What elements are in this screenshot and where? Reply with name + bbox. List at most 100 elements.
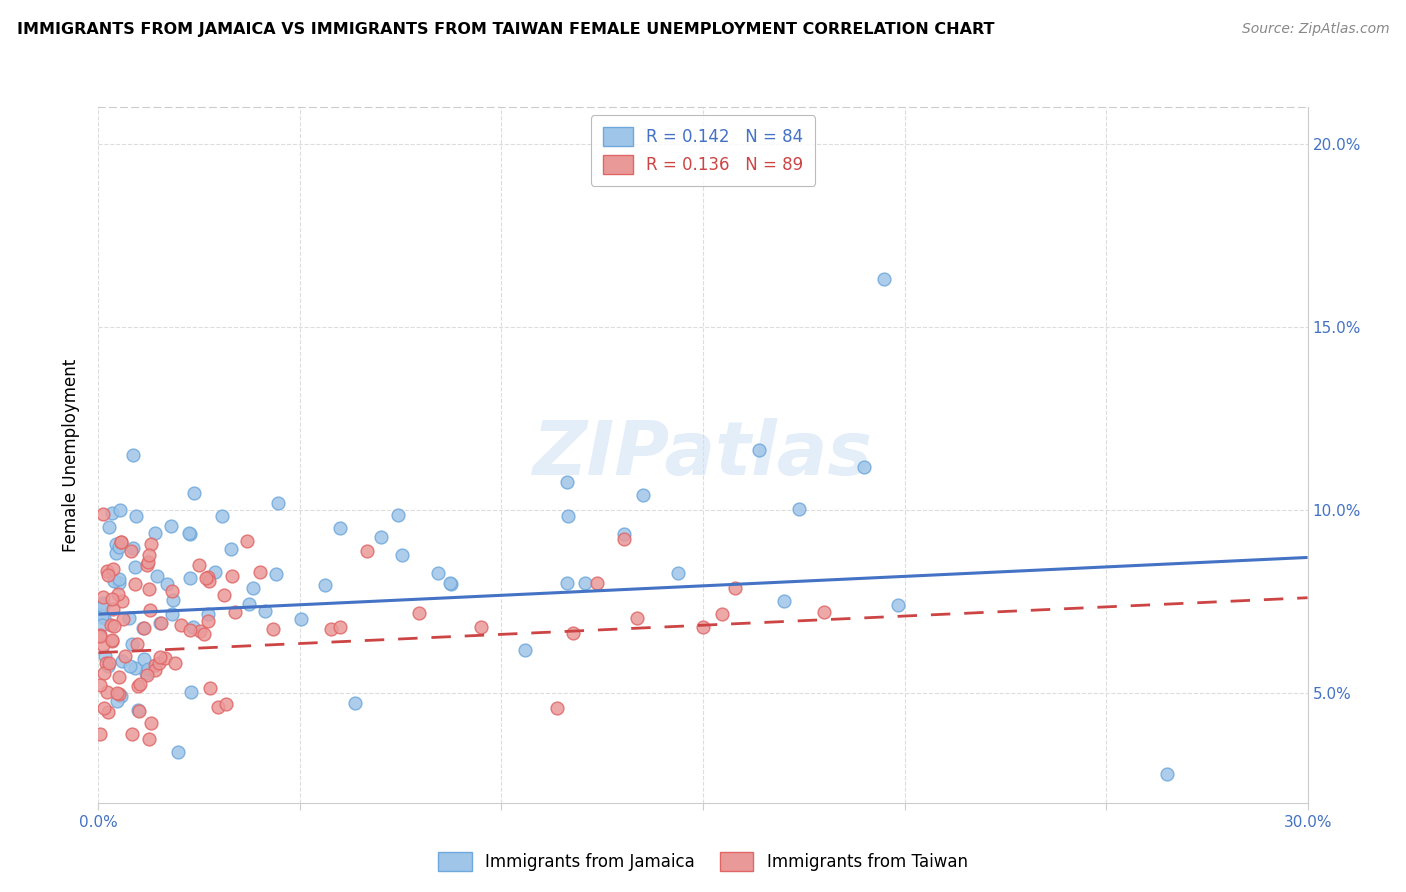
Point bbox=[221, 568, 243, 582]
Point bbox=[117, 611, 139, 625]
Point bbox=[110, 689, 132, 703]
Point bbox=[101, 602, 124, 616]
Point bbox=[211, 508, 233, 523]
Point bbox=[121, 727, 143, 741]
Point bbox=[132, 622, 155, 636]
Point bbox=[114, 648, 136, 663]
Point bbox=[188, 558, 211, 572]
Point bbox=[101, 634, 124, 648]
Point bbox=[470, 620, 492, 634]
Point bbox=[329, 620, 352, 634]
Point bbox=[212, 588, 235, 602]
Point bbox=[148, 656, 170, 670]
Point bbox=[555, 576, 578, 591]
Point bbox=[149, 650, 172, 665]
Point bbox=[387, 508, 409, 523]
Point bbox=[546, 701, 568, 715]
Point bbox=[135, 666, 157, 681]
Point bbox=[613, 532, 636, 546]
Point bbox=[91, 618, 114, 632]
Point bbox=[710, 607, 733, 622]
Point bbox=[107, 687, 129, 701]
Point bbox=[122, 541, 145, 555]
Point bbox=[219, 541, 242, 556]
Point bbox=[134, 652, 156, 666]
Point bbox=[887, 598, 910, 612]
Point bbox=[179, 623, 201, 637]
Point bbox=[773, 593, 796, 607]
Point bbox=[136, 555, 159, 569]
Point bbox=[104, 537, 127, 551]
Point bbox=[135, 558, 157, 572]
Point bbox=[103, 619, 125, 633]
Point bbox=[120, 659, 142, 673]
Point bbox=[145, 526, 167, 541]
Point bbox=[162, 592, 184, 607]
Point bbox=[97, 568, 120, 582]
Point bbox=[138, 731, 160, 746]
Point bbox=[124, 577, 146, 591]
Point bbox=[177, 526, 200, 541]
Point bbox=[143, 663, 166, 677]
Point bbox=[1156, 766, 1178, 780]
Point bbox=[103, 574, 125, 588]
Point bbox=[169, 618, 191, 632]
Point bbox=[253, 603, 276, 617]
Point bbox=[319, 622, 342, 636]
Point bbox=[249, 565, 271, 579]
Point bbox=[127, 703, 149, 717]
Point bbox=[139, 537, 162, 551]
Point bbox=[183, 486, 205, 500]
Point bbox=[264, 567, 287, 582]
Point bbox=[813, 606, 835, 620]
Point bbox=[149, 615, 172, 630]
Point bbox=[108, 670, 131, 684]
Point bbox=[94, 649, 117, 664]
Point bbox=[197, 614, 219, 628]
Point bbox=[156, 577, 179, 591]
Point bbox=[370, 530, 392, 544]
Point bbox=[181, 620, 204, 634]
Point bbox=[262, 622, 284, 636]
Point bbox=[121, 637, 143, 651]
Point bbox=[852, 460, 875, 475]
Point bbox=[139, 716, 162, 731]
Point bbox=[197, 570, 219, 584]
Point bbox=[96, 565, 118, 579]
Point bbox=[692, 620, 714, 634]
Point bbox=[124, 661, 146, 675]
Point bbox=[586, 575, 609, 590]
Point bbox=[125, 637, 148, 651]
Point bbox=[198, 574, 221, 588]
Point bbox=[110, 535, 132, 549]
Point bbox=[125, 508, 148, 523]
Point bbox=[215, 697, 238, 711]
Point bbox=[104, 546, 127, 560]
Point bbox=[391, 548, 413, 562]
Point bbox=[193, 627, 215, 641]
Point bbox=[135, 668, 157, 682]
Point bbox=[111, 654, 134, 668]
Point bbox=[138, 548, 160, 562]
Point bbox=[97, 656, 120, 670]
Point bbox=[89, 678, 111, 692]
Point bbox=[91, 599, 114, 613]
Legend: Immigrants from Jamaica, Immigrants from Taiwan: Immigrants from Jamaica, Immigrants from… bbox=[430, 843, 976, 880]
Point bbox=[574, 575, 596, 590]
Point bbox=[111, 612, 134, 626]
Point bbox=[103, 562, 125, 576]
Point bbox=[89, 727, 111, 741]
Point bbox=[100, 617, 122, 632]
Point bbox=[108, 573, 131, 587]
Point bbox=[290, 611, 312, 625]
Text: ZIPatlas: ZIPatlas bbox=[533, 418, 873, 491]
Point bbox=[100, 506, 122, 520]
Point bbox=[195, 571, 218, 585]
Y-axis label: Female Unemployment: Female Unemployment bbox=[62, 359, 80, 551]
Point bbox=[128, 705, 150, 719]
Point bbox=[91, 590, 114, 604]
Point bbox=[515, 643, 537, 657]
Point bbox=[97, 659, 120, 673]
Point bbox=[314, 578, 336, 592]
Point bbox=[91, 638, 114, 652]
